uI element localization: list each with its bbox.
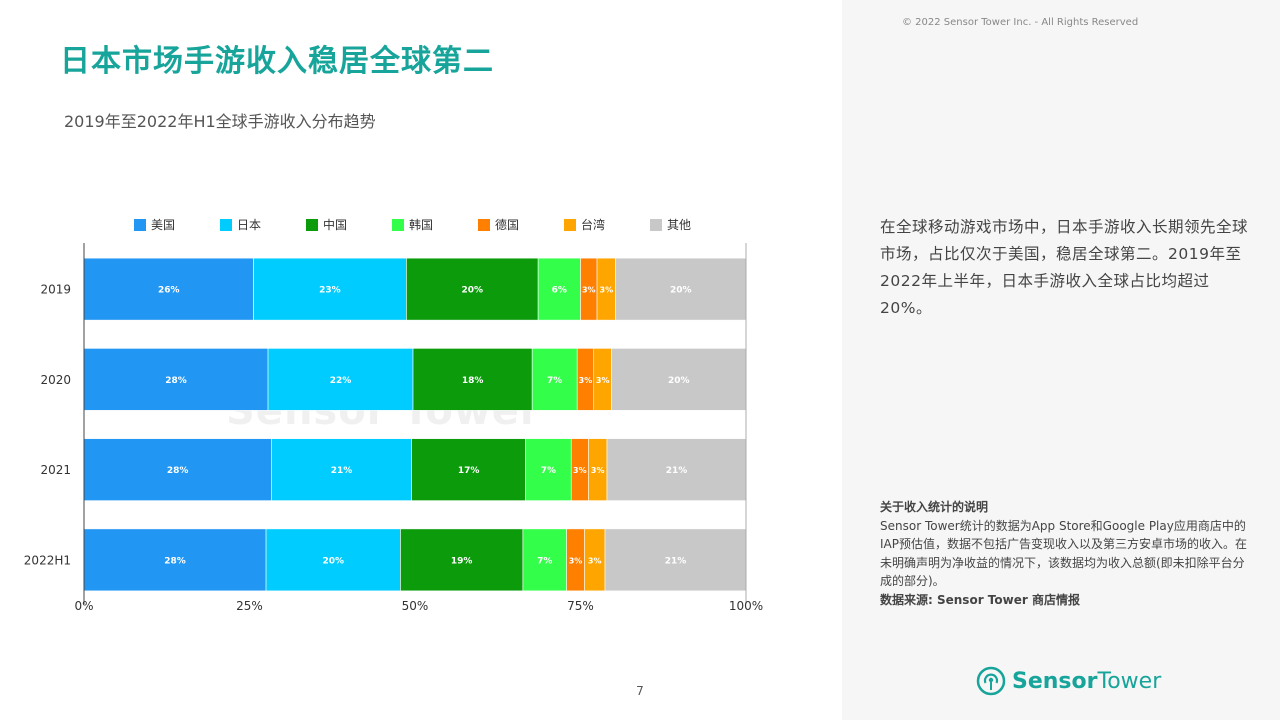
note-title: 关于收入统计的说明: [880, 500, 989, 514]
description-text: 在全球移动游戏市场中，日本手游收入长期领先全球市场，占比仅次于美国，稳居全球第二…: [880, 218, 1249, 317]
bar-segment: [411, 438, 526, 501]
legend-swatch: [650, 218, 662, 231]
data-label: 28%: [167, 466, 189, 476]
bar-segment: [267, 348, 414, 411]
chart-subtitle: 2019年至2022年H1全球手游收入分布趋势: [64, 112, 376, 131]
x-tick-label: 100%: [729, 599, 763, 613]
bar-segment: [83, 438, 272, 501]
bar-segment: [537, 257, 581, 321]
copyright-text: © 2022 Sensor Tower Inc. - All Rights Re…: [902, 17, 1139, 28]
sensor-tower-logo-icon: [976, 666, 1006, 696]
legend-item: 美国: [134, 216, 220, 233]
bar-segment: [606, 438, 747, 501]
bar-segment: [83, 257, 254, 321]
category-label: 2021: [40, 463, 71, 477]
data-label: 20%: [670, 286, 692, 296]
legend-item: 德国: [478, 216, 564, 233]
data-label: 3%: [588, 556, 602, 565]
legend-label: 美国: [151, 218, 176, 232]
note-body: Sensor Tower统计的数据为App Store和Google Play应…: [880, 518, 1247, 589]
data-label: 7%: [547, 376, 562, 386]
legend-swatch: [220, 218, 232, 231]
revenue-note: 关于收入统计的说明 Sensor Tower统计的数据为App Store和Go…: [880, 498, 1248, 609]
logo-brand2-text: Tower: [1097, 668, 1162, 694]
slide-side-panel: [842, 0, 1280, 720]
data-label: 6%: [552, 286, 567, 296]
data-label: 3%: [573, 466, 587, 475]
page-title: 日本市场手游收入稳居全球第二: [60, 44, 494, 79]
x-tick-label: 50%: [402, 599, 429, 613]
data-label: 3%: [569, 556, 583, 565]
legend-label: 德国: [495, 218, 520, 232]
category-label: 2019: [40, 283, 71, 297]
chart-legend: 美国 日本 中国 韩国 德国 台湾 其他: [134, 216, 736, 233]
data-label: 3%: [591, 466, 605, 475]
data-label: 21%: [331, 466, 353, 476]
data-label: 26%: [158, 286, 180, 296]
x-tick-label: 25%: [236, 599, 263, 613]
data-label: 23%: [319, 286, 341, 296]
sensor-tower-logo: SensorTower: [976, 666, 1161, 696]
data-label: 3%: [600, 286, 614, 295]
legend-item: 台湾: [564, 216, 650, 233]
bar-segment: [611, 348, 747, 411]
data-label: 20%: [461, 286, 483, 296]
data-label: 21%: [666, 466, 688, 476]
bar-segment: [83, 348, 269, 411]
legend-item: 韩国: [392, 216, 478, 233]
legend-item: 其他: [650, 216, 736, 233]
legend-item: 日本: [220, 216, 306, 233]
legend-swatch: [306, 218, 318, 231]
data-label: 3%: [579, 376, 593, 385]
x-tick-label: 0%: [74, 599, 93, 613]
legend-label: 日本: [237, 218, 262, 232]
legend-swatch: [564, 218, 576, 231]
data-label: 28%: [165, 376, 187, 386]
category-label: 2022H1: [24, 553, 71, 567]
legend-swatch: [478, 218, 490, 231]
bar-segment: [406, 257, 539, 321]
legend-label: 其他: [667, 218, 692, 232]
bar-segment: [615, 257, 747, 321]
note-source: 数据来源: Sensor Tower 商店情报: [880, 592, 1080, 607]
bar-segment: [400, 528, 524, 592]
data-label: 20%: [322, 556, 344, 566]
data-label: 20%: [668, 376, 690, 386]
logo-text: SensorTower: [1012, 669, 1161, 694]
x-tick-label: 75%: [567, 599, 594, 613]
bar-segment: [265, 528, 401, 592]
data-label: 22%: [330, 376, 352, 386]
legend-swatch: [134, 218, 146, 231]
bar-segment: [83, 528, 267, 592]
bar-segment: [412, 348, 533, 411]
data-label: 3%: [596, 376, 610, 385]
legend-label: 韩国: [409, 218, 434, 232]
logo-brand-text: Sensor: [1012, 668, 1098, 694]
data-label: 17%: [458, 466, 480, 476]
data-label: 7%: [537, 556, 552, 566]
data-label: 3%: [582, 286, 596, 295]
legend-label: 中国: [323, 218, 348, 232]
data-label: 18%: [462, 376, 484, 386]
data-label: 21%: [665, 556, 687, 566]
legend-label: 台湾: [581, 218, 606, 232]
legend-swatch: [392, 218, 404, 231]
page-number: 7: [636, 684, 644, 698]
data-label: 19%: [451, 556, 473, 566]
category-label: 2020: [40, 373, 71, 387]
bar-segment: [531, 348, 578, 411]
bar-segment: [522, 528, 567, 592]
bar-segment: [525, 438, 572, 501]
legend-item: 中国: [306, 216, 392, 233]
slide-main-area: 日本市场手游收入稳居全球第二 2019年至2022年H1全球手游收入分布趋势 S…: [23, 44, 764, 698]
bar-segment: [271, 438, 412, 501]
data-label: 7%: [541, 466, 556, 476]
data-label: 28%: [164, 556, 186, 566]
